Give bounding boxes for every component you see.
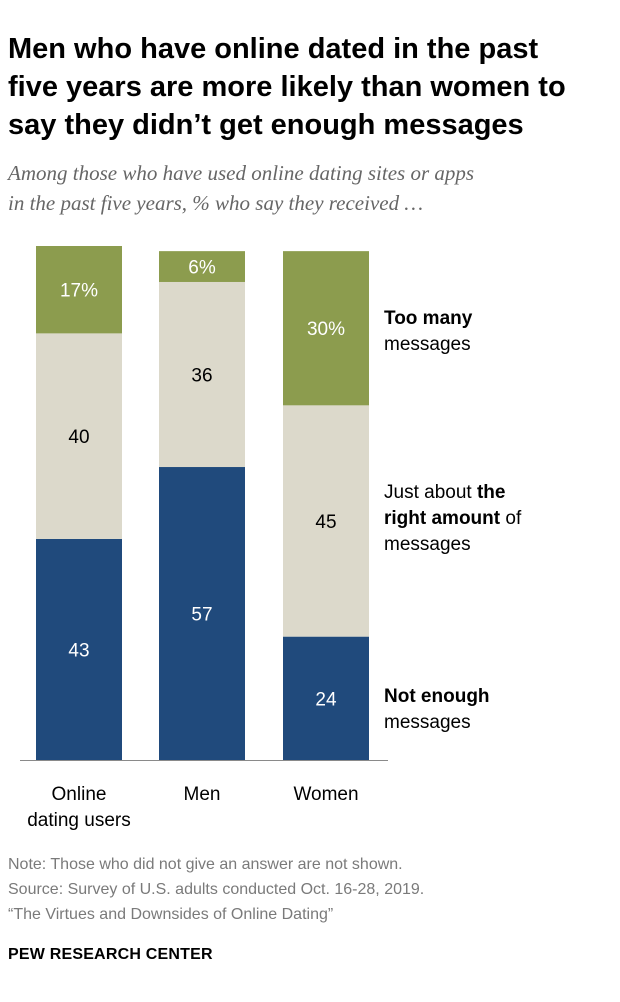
data-label: 45 bbox=[315, 512, 336, 533]
bar-segment bbox=[36, 333, 122, 539]
footer-report: “The Virtues and Downsides of Online Dat… bbox=[8, 906, 334, 923]
category-label: Online bbox=[52, 784, 107, 805]
bar-segment bbox=[36, 538, 122, 760]
footer-note: Note: Those who did not give an answer a… bbox=[8, 856, 403, 873]
data-label: 24 bbox=[315, 689, 337, 710]
legend-right-amount: Just about the right amount of messages bbox=[384, 480, 521, 558]
category-label: dating users bbox=[27, 810, 131, 831]
chart-title-line: five years are more likely than women to bbox=[8, 71, 566, 103]
legend-not-enough-bold: Not enough bbox=[384, 686, 490, 707]
data-label: 30% bbox=[307, 319, 345, 340]
legend-too-many: Too many messages bbox=[384, 306, 472, 358]
chart-footer: Note: Those who did not give an answer a… bbox=[8, 852, 424, 927]
stacked-bar-chart: 43 40 17% Online dating users 57 36 6% Men 24 45 30… bbox=[20, 246, 388, 831]
category-label: Men bbox=[184, 784, 221, 805]
bar-segment bbox=[159, 251, 245, 282]
data-label: 43 bbox=[68, 640, 89, 661]
chart-title: Men who have online dated in the past fi… bbox=[8, 30, 614, 144]
bar-segment bbox=[283, 405, 369, 637]
data-label: 36 bbox=[191, 366, 212, 387]
legend-right-amount-post: of bbox=[500, 508, 522, 529]
data-label: 40 bbox=[68, 427, 89, 448]
chart-subtitle-line: in the past five years, % who say they r… bbox=[8, 191, 424, 215]
legend-too-many-bold: Too many bbox=[384, 308, 473, 329]
bar-segment bbox=[159, 467, 245, 760]
legend-right-amount-bold2: right amount bbox=[384, 508, 501, 529]
category-label: Women bbox=[293, 784, 358, 805]
chart-title-line: Men who have online dated in the past bbox=[8, 33, 539, 65]
bar-segment bbox=[36, 246, 122, 334]
legend-right-amount-line3: messages bbox=[384, 534, 471, 555]
bar-segment bbox=[159, 281, 245, 468]
legend-not-enough-rest: messages bbox=[384, 712, 471, 733]
chart-title-line: say they didn’t get enough messages bbox=[8, 109, 524, 141]
legend-right-amount-pre: Just about bbox=[384, 482, 477, 503]
chart-subtitle: Among those who have used online dating … bbox=[8, 158, 614, 218]
data-label: 17% bbox=[60, 281, 98, 302]
brand-logo-text: PEW RESEARCH CENTER bbox=[8, 946, 213, 963]
legend-right-amount-bold1: the bbox=[476, 482, 506, 503]
chart-subtitle-line: Among those who have used online dating … bbox=[8, 161, 475, 185]
data-label: 6% bbox=[188, 258, 216, 279]
bar-segment bbox=[283, 251, 369, 406]
data-label: 57 bbox=[191, 605, 212, 626]
legend-not-enough: Not enough messages bbox=[384, 684, 490, 736]
bar-segment bbox=[283, 636, 369, 760]
legend-too-many-rest: messages bbox=[384, 334, 471, 355]
footer-source: Source: Survey of U.S. adults conducted … bbox=[8, 881, 425, 898]
